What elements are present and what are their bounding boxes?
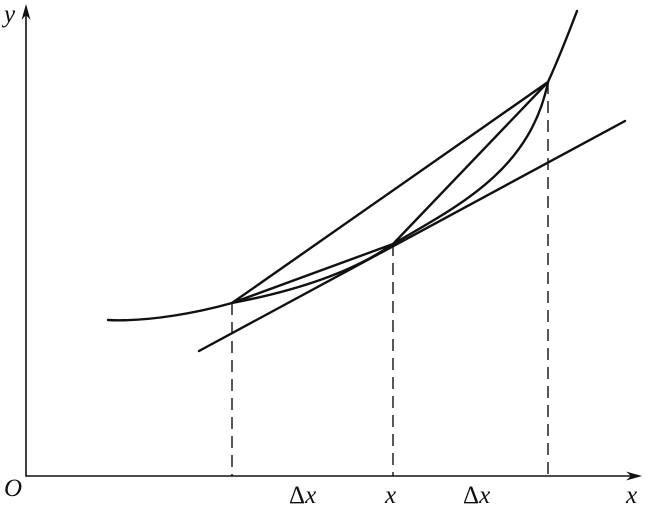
delta-x-right-label: Δx (463, 482, 490, 508)
y-axis-arrowhead (21, 4, 31, 20)
y-axis-label: y (1, 1, 16, 28)
secant-left-to-center (230, 242, 395, 305)
axes (21, 4, 642, 481)
x-axis-label: x (625, 482, 637, 508)
x-axis-arrowhead (626, 471, 642, 481)
projection-lines (231, 82, 549, 476)
tangent-line (197, 119, 627, 353)
secant-center-to-right (391, 80, 550, 246)
x-center-label: x (384, 482, 396, 508)
origin-label: O (4, 475, 22, 502)
delta-x-left-label: Δx (289, 482, 316, 508)
secant-left-to-right (230, 80, 550, 305)
